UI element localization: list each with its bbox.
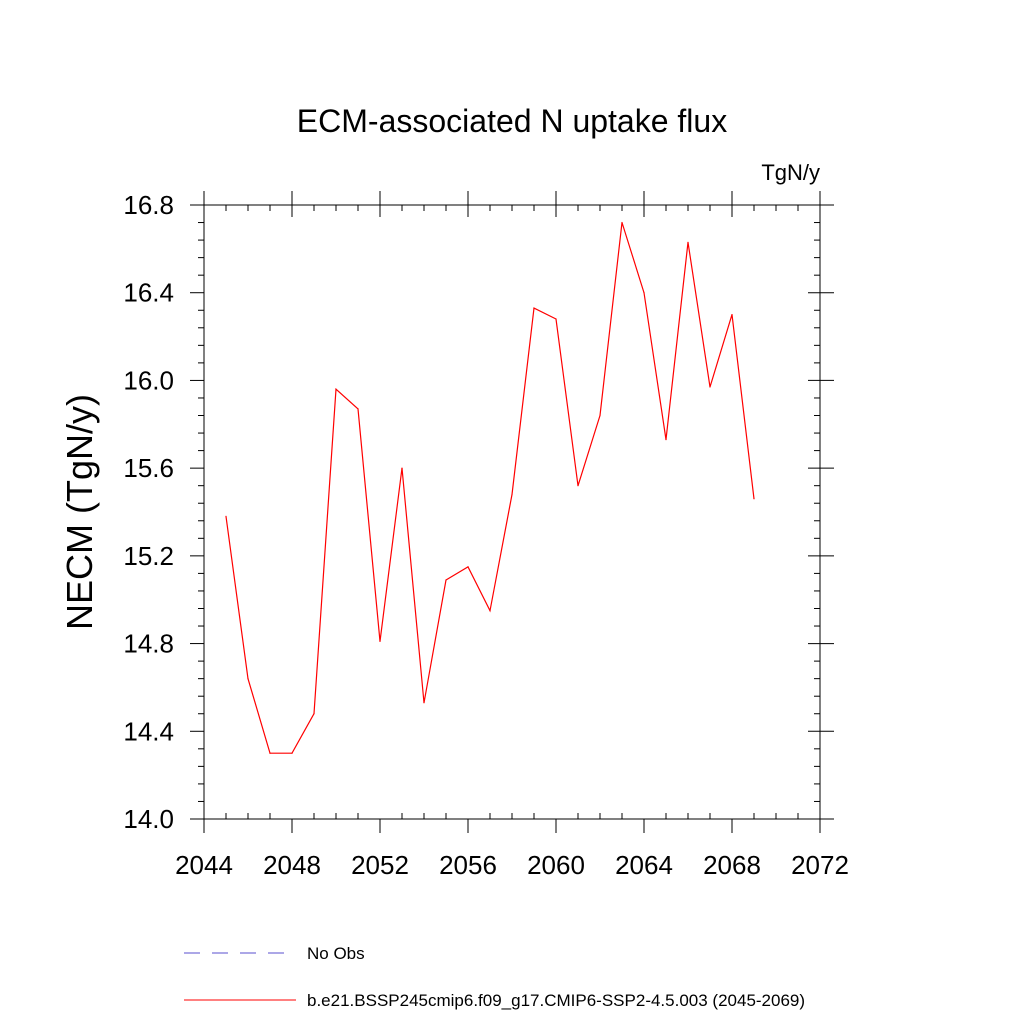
data-point [599, 414, 601, 417]
data-point [445, 579, 447, 581]
y-tick-label: 16.0 [123, 365, 174, 395]
x-tick-label: 2068 [703, 850, 761, 880]
data-point [511, 493, 513, 496]
data-point [401, 467, 403, 469]
data-point [247, 678, 249, 680]
data-point [291, 752, 293, 754]
data-point [709, 386, 711, 388]
data-point [467, 566, 469, 568]
x-tick-label: 2048 [263, 850, 321, 880]
series-group [225, 221, 755, 754]
y-tick-label: 15.2 [123, 541, 174, 571]
data-point [423, 702, 425, 704]
x-tick-label: 2052 [351, 850, 409, 880]
data-point [643, 292, 645, 294]
x-tick-label: 2064 [615, 850, 673, 880]
legend-label-model: b.e21.BSSP245cmip6.f09_g17.CMIP6-SSP2-4.… [307, 991, 805, 1010]
major-ticks [190, 191, 834, 833]
data-point [555, 318, 557, 320]
legend-label-no-obs: No Obs [307, 944, 365, 963]
y-tick-label: 14.8 [123, 629, 174, 659]
data-point [687, 241, 689, 243]
units-label: TgN/y [761, 160, 820, 185]
data-point [269, 752, 271, 754]
data-point [379, 640, 381, 643]
series-line [225, 222, 755, 754]
data-point [335, 388, 337, 390]
y-tick-label: 14.4 [123, 716, 174, 746]
legend: No Obs b.e21.BSSP245cmip6.f09_g17.CMIP6-… [184, 944, 805, 1010]
data-point [753, 498, 755, 500]
y-axis-title: NECM (TgN/y) [59, 394, 100, 630]
chart-title: ECM-associated N uptake flux [297, 103, 727, 139]
data-point [489, 610, 491, 612]
y-tick-label: 16.4 [123, 278, 174, 308]
data-point [665, 439, 667, 441]
x-tick-labels: 2044 2048 2052 2056 2060 2064 2068 2072 [175, 850, 849, 880]
data-point [225, 515, 227, 518]
data-point [621, 221, 623, 224]
data-point [731, 314, 733, 316]
minor-ticks [198, 205, 820, 819]
plot-frame [203, 204, 821, 820]
y-tick-label: 16.8 [123, 190, 174, 220]
y-tick-label: 14.0 [123, 804, 174, 834]
y-tick-labels: 14.0 14.4 14.8 15.2 15.6 16.0 16.4 16.8 [123, 190, 174, 834]
y-tick-label: 15.6 [123, 453, 174, 483]
x-tick-label: 2072 [791, 850, 849, 880]
x-tick-label: 2060 [527, 850, 585, 880]
x-tick-label: 2056 [439, 850, 497, 880]
data-point [357, 408, 359, 410]
data-point [577, 485, 579, 487]
x-tick-label: 2044 [175, 850, 233, 880]
data-point [313, 713, 315, 715]
data-point [533, 307, 535, 309]
